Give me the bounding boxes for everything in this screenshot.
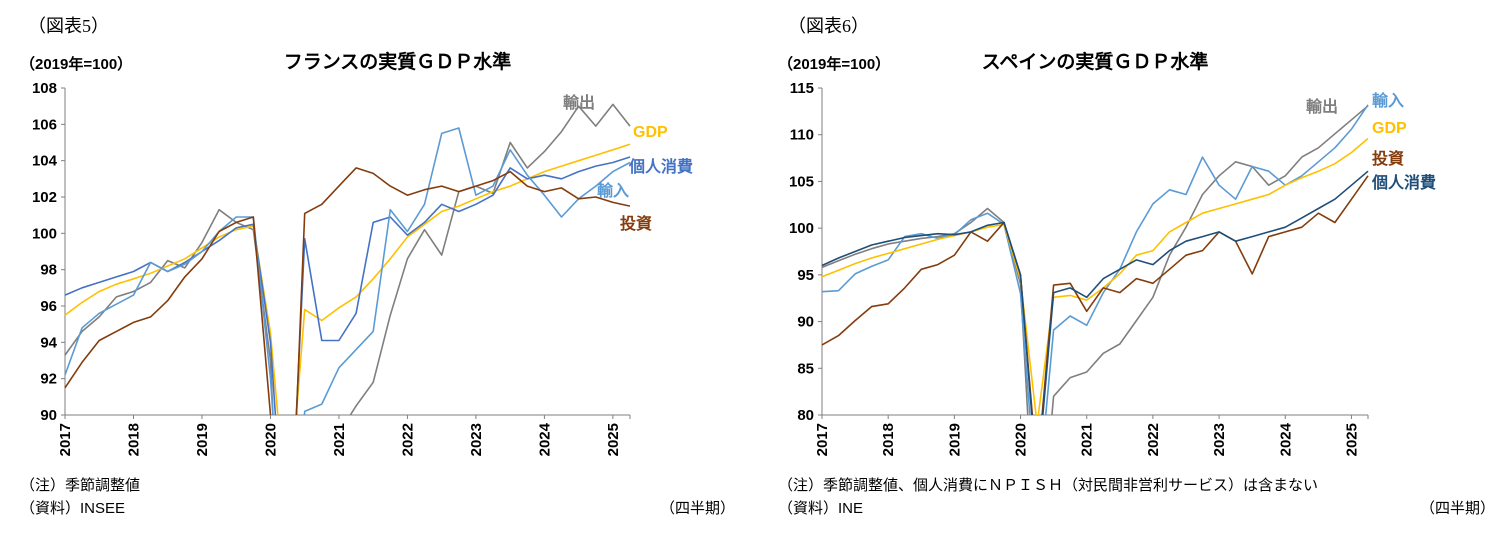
- svg-text:2020: 2020: [1013, 423, 1030, 456]
- series-label-exports-spain: 輸出: [1306, 99, 1339, 116]
- svg-text:2024: 2024: [536, 422, 553, 456]
- svg-text:2017: 2017: [57, 423, 74, 456]
- svg-text:96: 96: [40, 298, 57, 315]
- series-label-consumption-france: 個人消費: [629, 159, 694, 176]
- svg-text:105: 105: [789, 173, 814, 190]
- svg-text:2019: 2019: [194, 423, 211, 456]
- svg-text:90: 90: [40, 407, 57, 424]
- series-label-gdp-spain: GDP: [1372, 120, 1407, 137]
- svg-text:2021: 2021: [331, 423, 348, 456]
- series-label-gdp-france: GDP: [633, 124, 668, 141]
- axis-unit-label-france: （2019年=100）: [20, 56, 133, 73]
- figure-label-spain: （図表6）: [788, 16, 869, 36]
- svg-text:2020: 2020: [262, 423, 279, 456]
- svg-text:104: 104: [32, 153, 58, 170]
- svg-text:2017: 2017: [814, 423, 831, 456]
- series-label-imports-spain: 輸入: [1372, 93, 1405, 110]
- svg-text:2018: 2018: [880, 423, 897, 456]
- svg-text:80: 80: [797, 407, 814, 424]
- spain-gdp-chart: 80 85 90 95 100 105 110 115 2017 2018 2019 2020 2021…: [789, 80, 1369, 456]
- chart-source-france: （資料）INSEE: [20, 500, 126, 517]
- chart-title-france: フランスの実質ＧＤＰ水準: [283, 52, 512, 73]
- svg-text:98: 98: [40, 262, 57, 279]
- svg-text:2025: 2025: [605, 423, 622, 456]
- svg-text:2023: 2023: [468, 423, 485, 456]
- france-gdp-chart: 90 92 94 96 98 100 102 104 106 108 2017 2018 2019 202…: [32, 80, 631, 456]
- svg-text:92: 92: [40, 371, 57, 388]
- period-label-france: （四半期）: [659, 500, 735, 517]
- svg-text:2018: 2018: [125, 423, 142, 456]
- svg-text:108: 108: [32, 80, 57, 97]
- svg-text:2023: 2023: [1211, 423, 1228, 456]
- svg-text:94: 94: [40, 334, 57, 351]
- chart-source-spain: （資料）INE: [778, 500, 864, 517]
- chart-title-spain: スペインの実質ＧＤＰ水準: [981, 52, 1209, 73]
- svg-text:2022: 2022: [399, 423, 416, 456]
- series-label-investment-france: 投資: [620, 216, 653, 233]
- svg-text:110: 110: [790, 127, 814, 144]
- svg-text:100: 100: [789, 220, 814, 237]
- svg-text:95: 95: [797, 267, 814, 284]
- figure-label-france: （図表5）: [28, 16, 109, 36]
- series-label-consumption-spain: 個人消費: [1372, 175, 1437, 192]
- svg-text:2022: 2022: [1145, 423, 1162, 456]
- series-label-exports-france: 輸出: [563, 95, 596, 112]
- svg-text:90: 90: [797, 314, 814, 331]
- svg-text:106: 106: [32, 116, 57, 133]
- svg-text:85: 85: [797, 360, 814, 377]
- svg-text:2021: 2021: [1079, 423, 1096, 456]
- svg-text:102: 102: [32, 189, 57, 206]
- series-label-imports-france: 輸入: [597, 183, 630, 200]
- svg-text:2025: 2025: [1343, 423, 1360, 456]
- chart-note-spain: （注）季節調整値、個人消費にＮＰＩＳＨ（対民間非営利サービス）は含まない: [778, 477, 1319, 494]
- period-label-spain: （四半期）: [1419, 500, 1495, 517]
- series-label-investment-spain: 投資: [1372, 151, 1405, 168]
- svg-text:2024: 2024: [1277, 422, 1294, 456]
- svg-text:2019: 2019: [946, 423, 963, 456]
- svg-text:100: 100: [32, 225, 57, 242]
- chart-note-france: （注）季節調整値: [20, 477, 141, 494]
- axis-unit-label-spain: （2019年=100）: [778, 56, 891, 73]
- svg-text:115: 115: [790, 80, 814, 97]
